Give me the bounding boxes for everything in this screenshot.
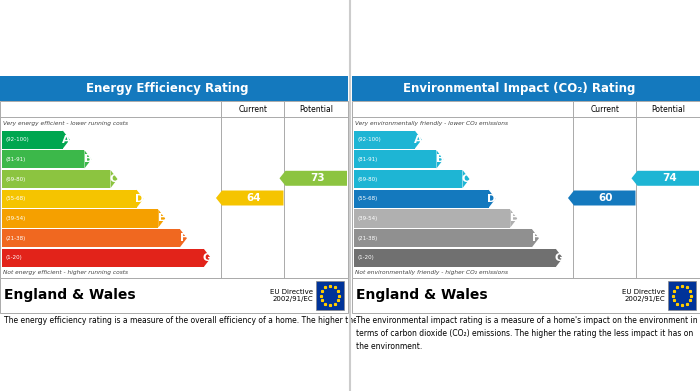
Bar xyxy=(354,131,415,149)
Text: (39-54): (39-54) xyxy=(357,216,377,221)
Polygon shape xyxy=(204,249,211,267)
Bar xyxy=(354,209,510,228)
Polygon shape xyxy=(463,170,470,188)
Polygon shape xyxy=(631,171,699,186)
Text: (21-38): (21-38) xyxy=(5,236,25,241)
Text: Energy Efficiency Rating: Energy Efficiency Rating xyxy=(86,82,248,95)
Bar xyxy=(2,150,85,169)
Polygon shape xyxy=(556,249,563,267)
Bar xyxy=(2,229,180,247)
Text: Very environmentally friendly - lower CO₂ emissions: Very environmentally friendly - lower CO… xyxy=(355,120,508,126)
Polygon shape xyxy=(568,190,636,206)
Text: 60: 60 xyxy=(598,193,613,203)
Text: Potential: Potential xyxy=(651,104,685,113)
Text: England & Wales: England & Wales xyxy=(4,289,136,303)
Bar xyxy=(2,249,204,267)
Polygon shape xyxy=(180,229,187,247)
Bar xyxy=(352,278,700,313)
Text: B: B xyxy=(436,154,444,164)
Text: (1-20): (1-20) xyxy=(357,255,374,260)
Text: E: E xyxy=(158,213,165,224)
Text: (69-80): (69-80) xyxy=(357,176,377,181)
Text: B: B xyxy=(84,154,92,164)
Text: E: E xyxy=(510,213,517,224)
Text: (21-38): (21-38) xyxy=(357,236,377,241)
Text: Potential: Potential xyxy=(299,104,333,113)
Text: G: G xyxy=(554,253,564,263)
Text: Environmental Impact (CO₂) Rating: Environmental Impact (CO₂) Rating xyxy=(403,82,635,95)
Bar xyxy=(2,190,136,208)
Polygon shape xyxy=(216,190,284,206)
Text: The environmental impact rating is a measure of a home's impact on the environme: The environmental impact rating is a mea… xyxy=(356,316,698,351)
Polygon shape xyxy=(85,150,92,169)
Text: D: D xyxy=(487,194,497,204)
Polygon shape xyxy=(489,190,496,208)
Polygon shape xyxy=(63,131,70,149)
Text: (39-54): (39-54) xyxy=(5,216,25,221)
Text: Current: Current xyxy=(238,104,267,113)
Text: (81-91): (81-91) xyxy=(5,157,25,162)
Bar xyxy=(0,76,348,101)
Polygon shape xyxy=(111,170,118,188)
Text: C: C xyxy=(110,174,118,184)
Polygon shape xyxy=(437,150,444,169)
Text: England & Wales: England & Wales xyxy=(356,289,488,303)
Bar xyxy=(354,170,463,188)
Text: Not energy efficient - higher running costs: Not energy efficient - higher running co… xyxy=(3,270,128,275)
Text: (55-68): (55-68) xyxy=(357,196,377,201)
Bar xyxy=(354,229,532,247)
Text: The energy efficiency rating is a measure of the overall efficiency of a home. T: The energy efficiency rating is a measur… xyxy=(4,316,666,325)
Text: D: D xyxy=(135,194,145,204)
Polygon shape xyxy=(510,209,517,228)
Bar xyxy=(2,170,111,188)
Bar xyxy=(316,281,344,310)
Text: Not environmentally friendly - higher CO₂ emissions: Not environmentally friendly - higher CO… xyxy=(355,270,508,275)
Text: F: F xyxy=(180,233,187,243)
Polygon shape xyxy=(136,190,144,208)
Polygon shape xyxy=(279,171,347,186)
Text: (92-100): (92-100) xyxy=(357,137,381,142)
Text: 64: 64 xyxy=(246,193,261,203)
Polygon shape xyxy=(415,131,422,149)
Bar xyxy=(0,101,348,278)
Bar xyxy=(2,209,158,228)
Polygon shape xyxy=(532,229,539,247)
Text: Current: Current xyxy=(590,104,620,113)
Text: 74: 74 xyxy=(662,173,677,183)
Text: EU Directive
2002/91/EC: EU Directive 2002/91/EC xyxy=(270,289,313,303)
Text: C: C xyxy=(462,174,470,184)
Text: (69-80): (69-80) xyxy=(5,176,25,181)
Text: EU Directive
2002/91/EC: EU Directive 2002/91/EC xyxy=(622,289,665,303)
Text: (81-91): (81-91) xyxy=(357,157,377,162)
Text: F: F xyxy=(532,233,539,243)
Text: A: A xyxy=(62,135,71,145)
Text: (92-100): (92-100) xyxy=(5,137,29,142)
Bar xyxy=(354,150,437,169)
Bar xyxy=(352,76,700,101)
Text: (1-20): (1-20) xyxy=(5,255,22,260)
Bar xyxy=(2,131,63,149)
Bar xyxy=(0,278,348,313)
Polygon shape xyxy=(158,209,165,228)
Bar xyxy=(354,249,556,267)
Text: G: G xyxy=(203,253,212,263)
Bar xyxy=(668,281,696,310)
Text: Very energy efficient - lower running costs: Very energy efficient - lower running co… xyxy=(3,120,128,126)
Text: A: A xyxy=(414,135,423,145)
Bar xyxy=(354,190,489,208)
Bar xyxy=(352,101,700,278)
Text: (55-68): (55-68) xyxy=(5,196,25,201)
Text: 73: 73 xyxy=(310,173,325,183)
